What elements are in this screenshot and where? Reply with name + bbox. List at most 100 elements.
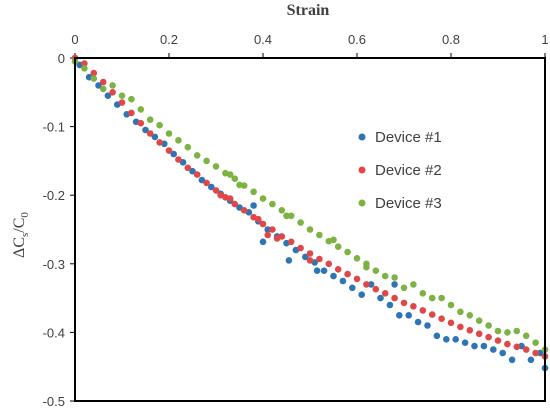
data-point-device-3 <box>363 263 370 271</box>
data-point-device-3 <box>494 327 502 335</box>
data-point-device-2 <box>522 346 530 353</box>
data-point-device-1 <box>480 342 488 350</box>
data-point-device-1 <box>527 356 535 364</box>
data-point-device-2 <box>532 349 539 357</box>
x-tick-label: 0 <box>71 32 78 47</box>
data-point-device-3 <box>99 85 107 93</box>
data-point-device-2 <box>494 337 502 344</box>
data-point-device-3 <box>175 137 182 144</box>
data-point-device-3 <box>128 95 135 103</box>
data-point-device-3 <box>287 212 295 220</box>
data-point-device-3 <box>457 308 464 316</box>
data-point-device-3 <box>278 207 286 214</box>
data-point-device-1 <box>461 339 469 347</box>
data-point-device-3 <box>156 121 163 129</box>
data-point-device-2 <box>193 171 201 178</box>
data-point-device-3 <box>184 143 192 151</box>
data-point-device-1 <box>264 226 272 233</box>
data-point-device-3 <box>334 243 342 250</box>
data-point-device-1 <box>250 202 257 209</box>
data-point-device-1 <box>320 267 328 275</box>
data-point-device-1 <box>377 294 384 302</box>
data-point-device-2 <box>344 270 351 278</box>
x-tick-label: 0.8 <box>442 32 460 47</box>
data-point-device-1 <box>170 150 177 158</box>
data-point-device-3 <box>466 312 474 319</box>
data-point-device-3 <box>316 231 323 239</box>
y-tick-label: -0.5 <box>43 394 65 409</box>
data-point-device-2 <box>212 187 220 194</box>
data-point-device-2 <box>217 191 224 199</box>
data-point-device-2 <box>428 311 436 318</box>
data-point-device-2 <box>457 323 464 331</box>
data-point-device-1 <box>391 281 398 288</box>
data-point-device-1 <box>471 342 478 350</box>
y-tick-labels: 0 -0.1 -0.2 -0.3 -0.4 -0.5 <box>43 51 65 409</box>
data-point-device-1 <box>386 301 394 309</box>
data-point-device-2 <box>410 303 417 310</box>
legend-marker-device-1 <box>358 133 366 141</box>
data-point-device-3 <box>212 163 220 170</box>
data-point-device-2 <box>325 260 333 268</box>
plot-frame <box>74 57 546 402</box>
data-point-device-1 <box>330 272 337 280</box>
data-point-device-2 <box>504 340 511 348</box>
data-point-device-3 <box>81 65 88 72</box>
x-tick-labels: 0 0.2 0.4 0.6 0.8 1 <box>71 32 548 47</box>
y-axis-title-sub1: s <box>19 233 31 237</box>
y-tick-label: 0 <box>58 51 65 66</box>
data-point-device-3 <box>165 130 173 137</box>
data-point-device-2 <box>203 179 210 187</box>
data-point-device-2 <box>137 119 145 127</box>
data-point-device-1 <box>452 336 460 343</box>
data-point-device-2 <box>466 327 474 334</box>
data-point-device-3 <box>391 274 398 281</box>
data-point-device-2 <box>363 281 370 288</box>
data-point-device-2 <box>353 275 361 283</box>
data-point-device-3 <box>250 188 257 196</box>
data-point-device-2 <box>475 330 483 338</box>
y-axis-title-sub2: 0 <box>19 212 31 218</box>
data-point-device-3 <box>297 219 304 226</box>
data-point-device-1 <box>405 312 413 319</box>
data-point-device-3 <box>226 171 234 178</box>
data-point-device-2 <box>372 285 380 293</box>
data-point-device-3 <box>381 272 389 280</box>
data-point-device-2 <box>264 231 272 239</box>
data-point-device-1 <box>313 267 321 275</box>
data-point-device-2 <box>334 266 342 273</box>
data-point-device-3 <box>485 322 492 329</box>
data-point-device-3 <box>513 327 521 335</box>
data-point-device-2 <box>381 290 389 297</box>
data-point-device-2 <box>259 220 267 228</box>
data-point-device-3 <box>400 284 408 292</box>
y-tick-label: -0.1 <box>43 120 65 135</box>
data-point-device-2 <box>81 60 88 67</box>
data-point-device-2 <box>306 250 314 257</box>
data-point-device-3 <box>109 82 116 89</box>
data-point-device-1 <box>508 356 516 364</box>
data-point-device-1 <box>104 92 112 99</box>
data-point-device-2 <box>118 99 126 106</box>
data-point-device-3 <box>203 157 210 165</box>
y-tick-label: -0.3 <box>43 257 65 272</box>
data-point-device-2 <box>316 255 323 263</box>
x-tick-label: 0.2 <box>160 32 178 47</box>
data-point-device-2 <box>513 343 521 351</box>
data-point-device-3 <box>428 294 436 302</box>
data-point-device-3 <box>330 236 337 244</box>
data-point-device-3 <box>269 200 276 208</box>
data-point-device-1 <box>424 322 431 329</box>
data-point-device-3 <box>259 195 267 202</box>
data-point-device-1 <box>302 253 309 261</box>
data-point-device-2 <box>109 89 116 96</box>
data-point-device-3 <box>353 254 361 262</box>
data-point-device-2 <box>447 319 455 327</box>
x-tick-label: 0.6 <box>348 32 366 47</box>
data-point-device-3 <box>410 281 417 288</box>
data-point-device-3 <box>344 248 351 256</box>
data-point-device-2 <box>269 226 276 233</box>
data-point-device-2 <box>128 109 135 117</box>
y-axis-title-slash: /C <box>11 218 28 233</box>
